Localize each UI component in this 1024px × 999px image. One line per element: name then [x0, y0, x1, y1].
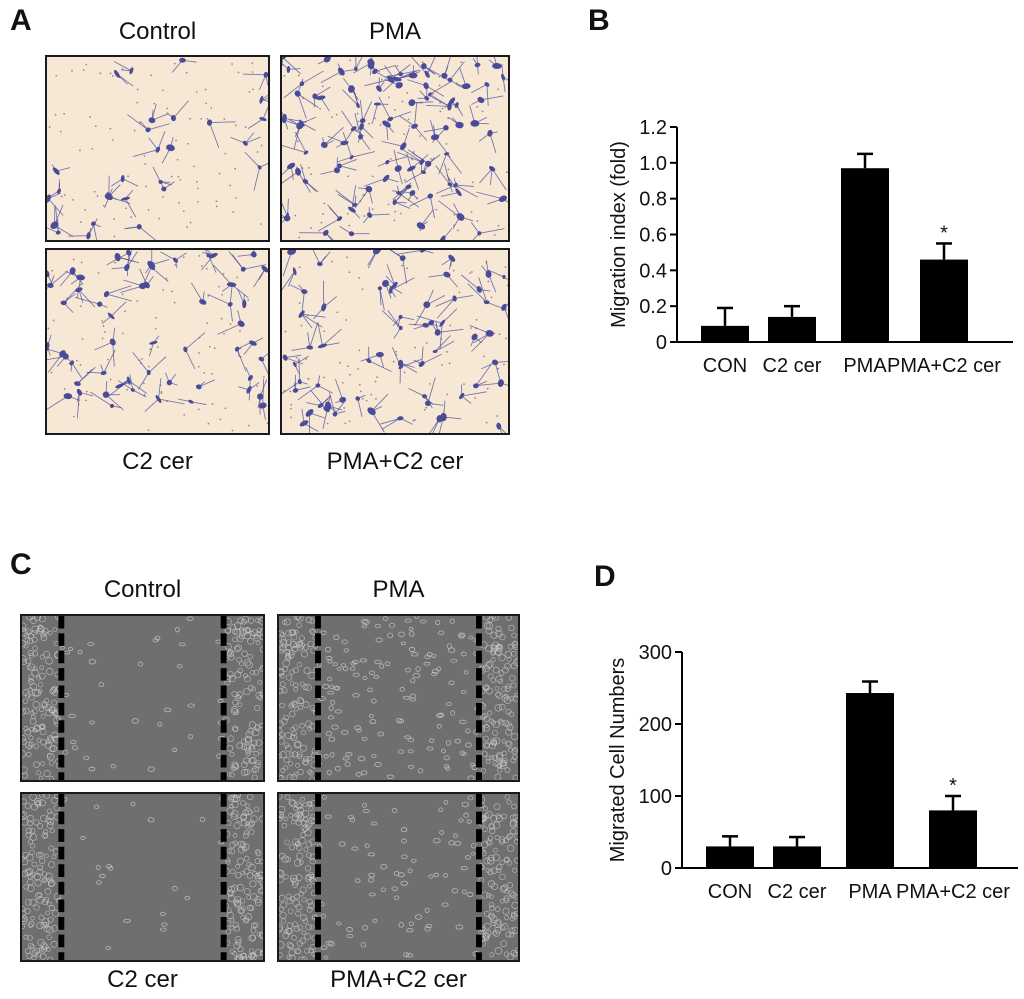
y-tick-label: 300 [639, 642, 672, 664]
x-tick-label: PMA [843, 355, 887, 377]
x-tick-label: CON [703, 355, 747, 377]
transwell-image-pma-c2cer [280, 248, 510, 435]
transwell-image-control [45, 55, 270, 242]
bar [701, 325, 749, 342]
y-tick-label: 0.2 [639, 296, 667, 318]
x-tick-label: CON [708, 881, 752, 903]
confluent-cell-edges [279, 794, 518, 960]
wound-image-pma [277, 614, 520, 782]
bar [841, 168, 889, 342]
membrane-background [282, 250, 508, 433]
wound-background [22, 616, 263, 780]
y-axis-label: Migration index (fold) [608, 141, 630, 328]
wound-image-c2cer [20, 792, 265, 962]
panel-c-caption-pma: PMA [372, 576, 425, 603]
stained-cells [282, 57, 508, 240]
migration-index-chart: 0 0.2 0.4 0.6 0.8 1.0 1.2 Migration index (fold… [608, 117, 1013, 377]
y-axis-label: Migrated Cell Numbers [607, 658, 629, 863]
panel-a-letter: A [10, 4, 32, 37]
bar [706, 846, 754, 868]
bar [920, 259, 968, 342]
wound-background [22, 794, 263, 960]
confluent-cell-edges [22, 794, 263, 960]
transwell-image-c2cer [45, 248, 270, 435]
migrated-cells-chart: 0 100 200 300 Migrated Cell Numbers CON C2 cer… [607, 642, 1018, 903]
y-tick-label: 100 [639, 786, 672, 808]
panel-c-caption-control: Control [103, 576, 182, 603]
panel-a-caption-control: Control [118, 18, 197, 45]
panel-c-caption-c2cer: C2 cer [107, 966, 178, 993]
y-tick-label: 0.6 [639, 225, 667, 247]
transwell-image-pma [280, 55, 510, 242]
x-tick-label: C2 cer [768, 881, 827, 903]
panel-d-letter: D [594, 560, 616, 593]
bar [846, 693, 894, 868]
wound-image-control [20, 614, 265, 782]
membrane-background [47, 250, 268, 433]
membrane-background [282, 57, 508, 240]
bar [768, 316, 816, 342]
migrated-cells [316, 795, 480, 960]
significance-marker: * [940, 222, 948, 244]
wound-image-pma-c2cer [277, 792, 520, 962]
x-tick-label: PMA [848, 881, 892, 903]
y-tick-label: 1.2 [639, 117, 667, 139]
stained-cells [47, 250, 268, 420]
y-tick-label: 0.4 [639, 260, 667, 282]
panel-b-letter: B [588, 4, 610, 37]
y-tick-label: 0.8 [639, 189, 667, 211]
panel-c-caption-pma-c2cer: PMA+C2 cer [330, 966, 467, 993]
stained-cells [47, 57, 268, 240]
panel-c-letter: C [10, 548, 32, 581]
panel-a-caption-c2cer: C2 cer [122, 448, 193, 475]
y-tick-label: 200 [639, 714, 672, 736]
significance-marker: * [949, 775, 957, 797]
bar [929, 810, 977, 868]
panel-a-caption-pma-c2cer: PMA+C2 cer [326, 448, 464, 475]
confluent-cell-edges [22, 616, 263, 780]
membrane-pores [283, 59, 508, 239]
y-tick-label: 0 [661, 858, 672, 880]
y-tick-label: 1.0 [639, 153, 667, 175]
stained-cells [282, 250, 508, 433]
confluent-cell-edges [279, 616, 518, 780]
y-tick-label: 0 [656, 332, 667, 354]
x-tick-label: PMA+C2 cer [896, 881, 1010, 903]
bar [773, 846, 821, 868]
wound-background [279, 616, 518, 780]
panel-a-caption-pma: PMA [368, 18, 421, 45]
x-tick-label: C2 cer [763, 355, 822, 377]
x-tick-label: PMA+C2 cer [887, 355, 1001, 377]
